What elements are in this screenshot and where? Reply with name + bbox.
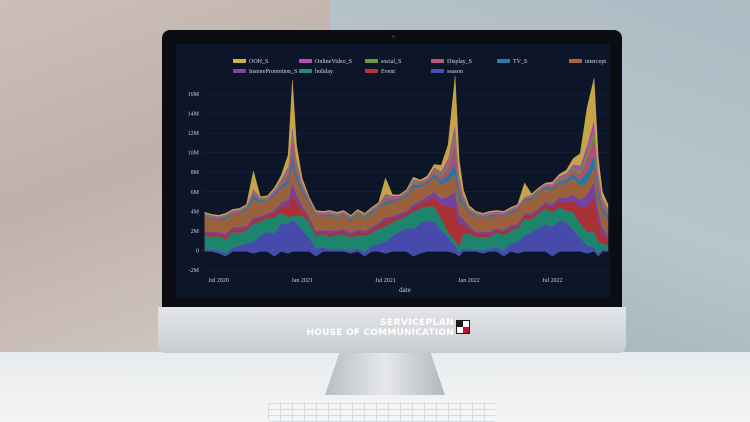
legend-label: OOH_S	[249, 59, 268, 65]
monitor-chin	[158, 307, 626, 353]
monitor-screen: OOH_S OnlineVideo_S social_S Display_S TV_S i…	[176, 44, 610, 298]
legend-label: intercept	[585, 59, 606, 65]
y-tick-label: 8M	[191, 170, 200, 176]
y-tick-label: 4M	[191, 209, 200, 215]
legend-label: OnlineVideo_S	[315, 59, 352, 65]
y-axis-ticks: -2M 0 2M 4M 6M 8M 10M 12M 14M 16M	[188, 92, 200, 274]
legend-label: social_S	[381, 59, 401, 65]
legend-label: Event	[381, 69, 395, 75]
y-tick-label: 0	[196, 248, 199, 254]
y-tick-label: 16M	[188, 92, 200, 98]
legend-swatch	[431, 69, 444, 73]
legend-label: InstorePromotion_S	[249, 69, 297, 75]
chart-legend: OOH_S OnlineVideo_S social_S Display_S TV_S i…	[233, 59, 606, 75]
brand-line-2: HOUSE OF COMMUNICATION	[306, 328, 454, 338]
legend-swatch	[365, 59, 378, 63]
chart-areas	[204, 76, 609, 257]
x-tick-label: Jan 2021	[291, 278, 313, 284]
legend-swatch	[233, 69, 246, 73]
keyboard	[268, 402, 496, 422]
x-tick-label: Jul 2022	[542, 278, 563, 284]
camera-icon	[392, 35, 395, 38]
x-tick-label: Jan 2022	[458, 278, 480, 284]
legend-label: TV_S	[513, 59, 527, 65]
y-tick-label: 12M	[188, 131, 200, 137]
y-tick-label: 14M	[188, 112, 200, 118]
stacked-area-chart: OOH_S OnlineVideo_S social_S Display_S TV_S i…	[188, 59, 609, 294]
legend-swatch	[365, 69, 378, 73]
monitor-stand	[325, 353, 445, 395]
legend-swatch	[233, 59, 246, 63]
x-axis-label: date	[399, 286, 411, 294]
brand-logo: SERVICEPLAN HOUSE OF COMMUNICATION	[307, 318, 472, 340]
legend-swatch	[299, 59, 312, 63]
legend-label: Display_S	[447, 59, 472, 65]
y-tick-label: -2M	[189, 268, 200, 274]
x-axis-ticks: Jul 2020 Jan 2021 Jul 2021 Jan 2022 Jul 2022	[208, 278, 562, 284]
y-tick-label: 6M	[191, 190, 200, 196]
legend-label: season	[447, 69, 463, 75]
legend-swatch	[299, 69, 312, 73]
legend-label: holiday	[315, 69, 333, 75]
brand-mark-icon	[456, 320, 470, 334]
x-tick-label: Jul 2021	[375, 278, 396, 284]
y-tick-label: 10M	[188, 151, 200, 157]
area-series-ooh-s	[204, 76, 609, 217]
legend-swatch	[569, 59, 582, 63]
legend-swatch	[497, 59, 510, 63]
legend-swatch	[431, 59, 444, 63]
brand-line-1: SERVICEPLAN	[380, 318, 454, 328]
y-tick-label: 2M	[191, 229, 200, 235]
x-tick-label: Jul 2020	[208, 278, 229, 284]
